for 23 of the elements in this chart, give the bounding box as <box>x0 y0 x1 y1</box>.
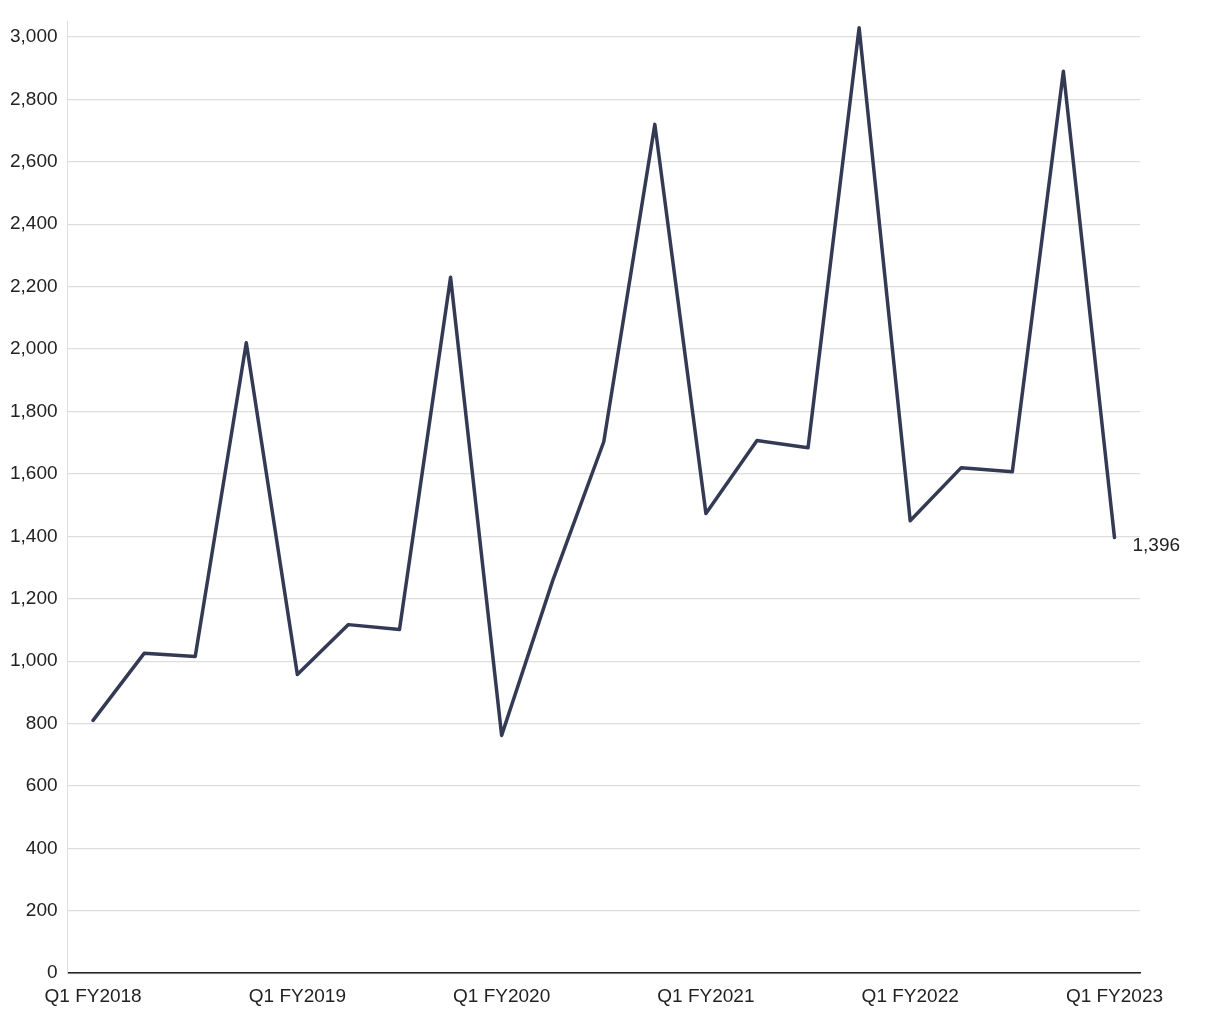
x-tick-label: Q1 FY2023 <box>1065 984 1164 1006</box>
y-tick-label: 1,600 <box>10 462 58 484</box>
y-tick-label: 600 <box>25 774 58 796</box>
x-tick-label: Q1 FY2022 <box>861 984 959 1006</box>
y-tick-label: 0 <box>46 961 58 983</box>
y-tick-label: 800 <box>25 711 58 733</box>
y-tick-label: 1,800 <box>10 399 58 421</box>
y-tick-label: 2,800 <box>10 87 58 109</box>
y-tick-label: 2,400 <box>10 212 58 234</box>
y-tick-label: 200 <box>25 899 58 921</box>
y-tick-label: 1,000 <box>10 649 58 671</box>
x-tick-label: Q1 FY2021 <box>657 984 755 1006</box>
y-tick-label: 2,600 <box>10 150 58 172</box>
y-tick-label: 3,000 <box>10 25 58 47</box>
y-tick-label: 2,000 <box>10 337 58 359</box>
x-tick-label: Q1 FY2019 <box>248 984 346 1006</box>
y-tick-label: 1,400 <box>10 524 58 546</box>
y-tick-label: 2,200 <box>10 274 58 296</box>
x-tick-label: Q1 FY2018 <box>44 984 142 1006</box>
y-tick-label: 400 <box>25 836 58 858</box>
data-label: 1,396 <box>1132 533 1181 555</box>
x-tick-label: Q1 FY2020 <box>453 984 551 1006</box>
y-tick-label: 1,200 <box>10 586 58 608</box>
